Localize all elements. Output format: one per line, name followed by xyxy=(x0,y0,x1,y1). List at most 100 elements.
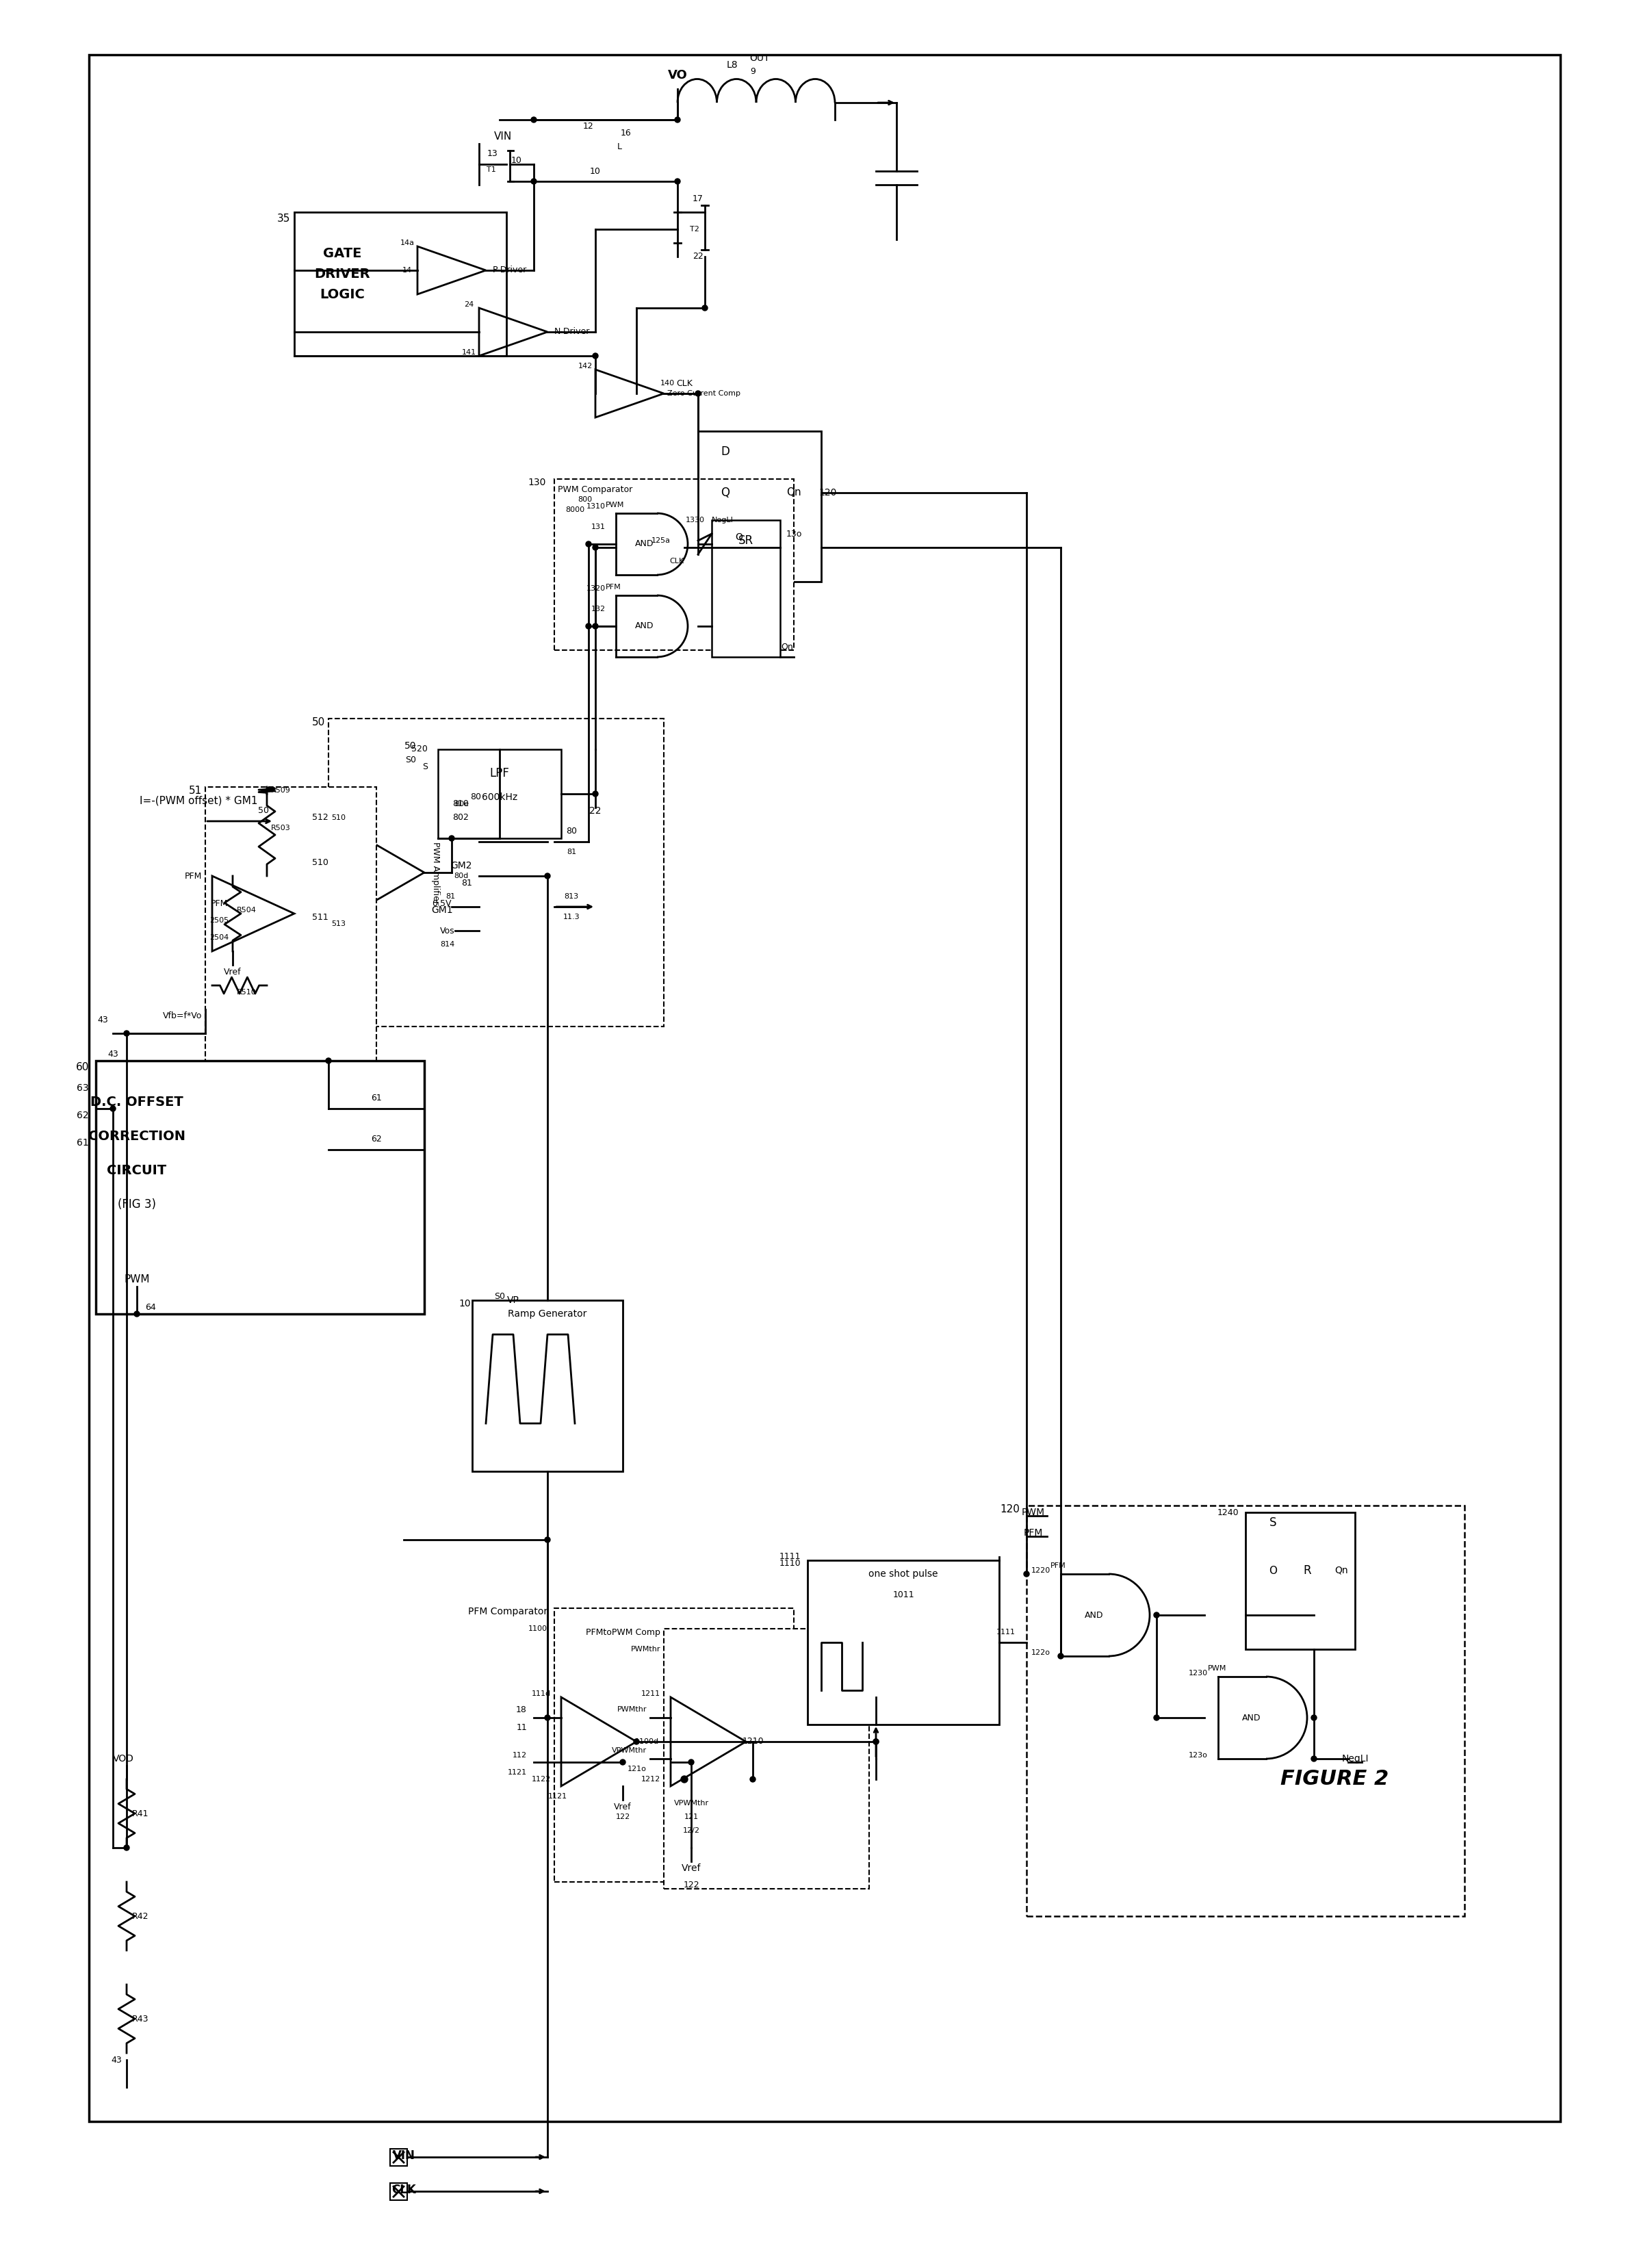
Text: Vref: Vref xyxy=(225,968,241,977)
Text: Q: Q xyxy=(720,487,730,499)
Bar xyxy=(294,211,507,355)
Text: DRIVER: DRIVER xyxy=(314,267,370,281)
Circle shape xyxy=(545,1536,550,1543)
Text: 800: 800 xyxy=(578,496,593,503)
Circle shape xyxy=(874,1738,879,1745)
Text: 1220: 1220 xyxy=(1031,1568,1051,1574)
Text: L: L xyxy=(616,144,621,150)
Text: PWM Amplifier: PWM Amplifier xyxy=(431,842,439,903)
Text: 802: 802 xyxy=(453,813,469,822)
Text: 50: 50 xyxy=(258,806,269,815)
Text: R41: R41 xyxy=(132,1808,149,1817)
Text: R510: R510 xyxy=(236,988,256,995)
Circle shape xyxy=(124,1031,129,1035)
Text: 122: 122 xyxy=(682,1880,699,1889)
Text: AND: AND xyxy=(636,622,654,631)
Text: 61: 61 xyxy=(76,1139,89,1148)
Text: 11: 11 xyxy=(515,1723,527,1732)
Bar xyxy=(96,1060,425,1314)
Text: 1210: 1210 xyxy=(742,1736,763,1745)
Text: PFM: PFM xyxy=(606,584,621,591)
Text: 80: 80 xyxy=(471,793,481,802)
Text: 43: 43 xyxy=(111,2055,122,2064)
Text: 121o: 121o xyxy=(628,1765,646,1772)
Circle shape xyxy=(1153,1716,1160,1720)
Text: PFM: PFM xyxy=(1024,1527,1042,1539)
Text: PWM: PWM xyxy=(1021,1507,1046,1518)
Text: Zero Current Comp: Zero Current Comp xyxy=(667,391,740,398)
Text: 1230: 1230 xyxy=(1189,1669,1208,1676)
Text: S: S xyxy=(1269,1516,1277,1530)
Circle shape xyxy=(530,180,537,184)
Text: L8: L8 xyxy=(727,61,738,70)
Text: 81: 81 xyxy=(446,894,454,901)
Text: S0: S0 xyxy=(405,755,416,764)
Bar xyxy=(329,719,664,1026)
Circle shape xyxy=(1312,1716,1317,1720)
Text: LPF: LPF xyxy=(489,768,509,779)
Text: 12: 12 xyxy=(583,121,595,130)
Text: CLK: CLK xyxy=(392,2183,416,2197)
Text: 1320: 1320 xyxy=(586,586,606,593)
Text: Vos: Vos xyxy=(441,925,454,934)
Text: 520: 520 xyxy=(411,746,428,755)
Circle shape xyxy=(545,874,550,878)
Text: 1122: 1122 xyxy=(532,1777,550,1783)
Text: PWMthr: PWMthr xyxy=(616,1707,646,1714)
Text: 50: 50 xyxy=(405,741,416,750)
Text: 123o: 123o xyxy=(1189,1752,1208,1759)
Circle shape xyxy=(874,1738,879,1745)
Text: PWM Comparator: PWM Comparator xyxy=(558,485,633,494)
Circle shape xyxy=(695,391,700,395)
Text: 81: 81 xyxy=(461,878,472,887)
Text: 1330: 1330 xyxy=(686,517,705,523)
Text: 13: 13 xyxy=(487,150,499,159)
Bar xyxy=(89,54,1559,2122)
Text: 80d: 80d xyxy=(454,871,469,880)
Text: R: R xyxy=(1303,1565,1312,1577)
Circle shape xyxy=(449,836,454,840)
Text: 16: 16 xyxy=(621,128,631,137)
Text: T1: T1 xyxy=(487,166,496,173)
Text: 512: 512 xyxy=(312,813,329,822)
Circle shape xyxy=(689,1759,694,1765)
Text: 1110: 1110 xyxy=(780,1559,801,1568)
Text: 120: 120 xyxy=(819,487,838,499)
Text: 10: 10 xyxy=(590,166,601,175)
Text: 9: 9 xyxy=(750,67,755,76)
Text: 814: 814 xyxy=(441,941,454,948)
Text: PFM: PFM xyxy=(210,898,228,907)
Text: 140: 140 xyxy=(661,380,674,386)
Circle shape xyxy=(545,1716,550,1720)
Circle shape xyxy=(530,117,537,124)
Text: CIRCUIT: CIRCUIT xyxy=(107,1163,167,1177)
Circle shape xyxy=(1312,1756,1317,1761)
Text: 17: 17 xyxy=(692,193,704,202)
Text: 62: 62 xyxy=(78,1112,89,1121)
Circle shape xyxy=(1153,1613,1160,1617)
Text: 35: 35 xyxy=(278,213,291,225)
Bar xyxy=(699,431,821,582)
Text: P-Driver: P-Driver xyxy=(492,265,527,274)
Text: 513: 513 xyxy=(332,921,345,928)
Text: I=-(PWM offset) * GM1: I=-(PWM offset) * GM1 xyxy=(139,795,258,806)
Circle shape xyxy=(586,624,591,629)
Text: 122o: 122o xyxy=(1031,1649,1051,1655)
Circle shape xyxy=(681,1777,687,1783)
Text: 64: 64 xyxy=(145,1303,155,1312)
Text: 81: 81 xyxy=(567,849,577,856)
Text: 1111: 1111 xyxy=(780,1552,801,1561)
Circle shape xyxy=(620,1759,626,1765)
Text: Qn: Qn xyxy=(781,642,793,651)
Text: R503: R503 xyxy=(271,824,291,831)
Circle shape xyxy=(1024,1572,1029,1577)
Text: 14a: 14a xyxy=(400,240,415,247)
Text: AND: AND xyxy=(636,539,654,548)
Text: SR: SR xyxy=(738,535,753,546)
Text: Q: Q xyxy=(735,532,743,541)
Text: R42: R42 xyxy=(132,1911,149,1920)
Text: 50: 50 xyxy=(312,716,325,728)
Text: CLK: CLK xyxy=(669,557,684,564)
Text: R509: R509 xyxy=(271,786,291,793)
Bar xyxy=(808,1561,999,1725)
